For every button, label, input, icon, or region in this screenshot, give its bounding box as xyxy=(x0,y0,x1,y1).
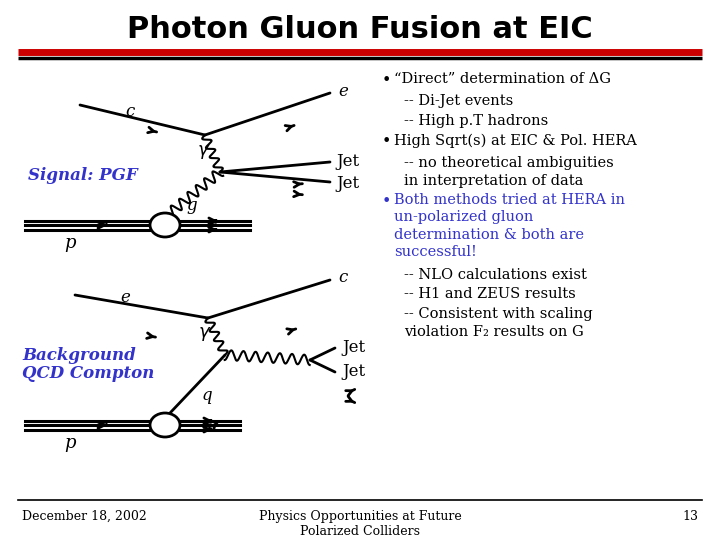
Text: Jet: Jet xyxy=(336,152,359,170)
Text: -- High p.T hadrons: -- High p.T hadrons xyxy=(404,114,548,128)
Text: successful!: successful! xyxy=(394,246,477,260)
Text: p: p xyxy=(64,234,76,252)
Text: p: p xyxy=(64,434,76,452)
Ellipse shape xyxy=(150,413,180,437)
Text: e: e xyxy=(338,83,348,99)
Text: 13: 13 xyxy=(682,510,698,523)
Text: -- no theoretical ambiguities: -- no theoretical ambiguities xyxy=(404,156,613,170)
Text: Signal: PGF: Signal: PGF xyxy=(28,166,138,184)
Text: c: c xyxy=(338,269,347,287)
Text: Photon Gluon Fusion at EIC: Photon Gluon Fusion at EIC xyxy=(127,16,593,44)
Text: g: g xyxy=(186,198,197,214)
Text: •: • xyxy=(382,193,392,210)
Text: Jet: Jet xyxy=(342,363,365,381)
Text: “Direct” determination of ΔG: “Direct” determination of ΔG xyxy=(394,72,611,86)
Text: -- Consistent with scaling: -- Consistent with scaling xyxy=(404,307,593,321)
Text: -- Di-Jet events: -- Di-Jet events xyxy=(404,94,513,109)
Text: e: e xyxy=(120,289,130,307)
Text: -- NLO calculations exist: -- NLO calculations exist xyxy=(404,268,587,282)
Text: Both methods tried at HERA in: Both methods tried at HERA in xyxy=(394,193,625,207)
Text: •: • xyxy=(382,133,392,151)
Text: $\gamma$: $\gamma$ xyxy=(197,143,211,161)
Text: High Sqrt(s) at EIC & Pol. HERA: High Sqrt(s) at EIC & Pol. HERA xyxy=(394,133,637,148)
Text: December 18, 2002: December 18, 2002 xyxy=(22,510,147,523)
Text: QCD Compton: QCD Compton xyxy=(22,364,154,381)
Text: q: q xyxy=(202,387,212,403)
Text: violation F₂ results on G: violation F₂ results on G xyxy=(404,325,584,339)
Text: c: c xyxy=(125,104,135,120)
Text: $\gamma$: $\gamma$ xyxy=(198,325,212,343)
Text: Jet: Jet xyxy=(336,174,359,192)
Text: determination & both are: determination & both are xyxy=(394,228,584,242)
Text: Jet: Jet xyxy=(342,339,365,355)
Text: •: • xyxy=(382,72,392,89)
Text: -- H1 and ZEUS results: -- H1 and ZEUS results xyxy=(404,287,576,301)
Text: in interpretation of data: in interpretation of data xyxy=(404,173,583,187)
Ellipse shape xyxy=(150,213,180,237)
Text: Physics Opportunities at Future
Polarized Colliders: Physics Opportunities at Future Polarize… xyxy=(258,510,462,538)
Text: Background: Background xyxy=(22,347,136,363)
Text: un-polarized gluon: un-polarized gluon xyxy=(394,211,534,225)
